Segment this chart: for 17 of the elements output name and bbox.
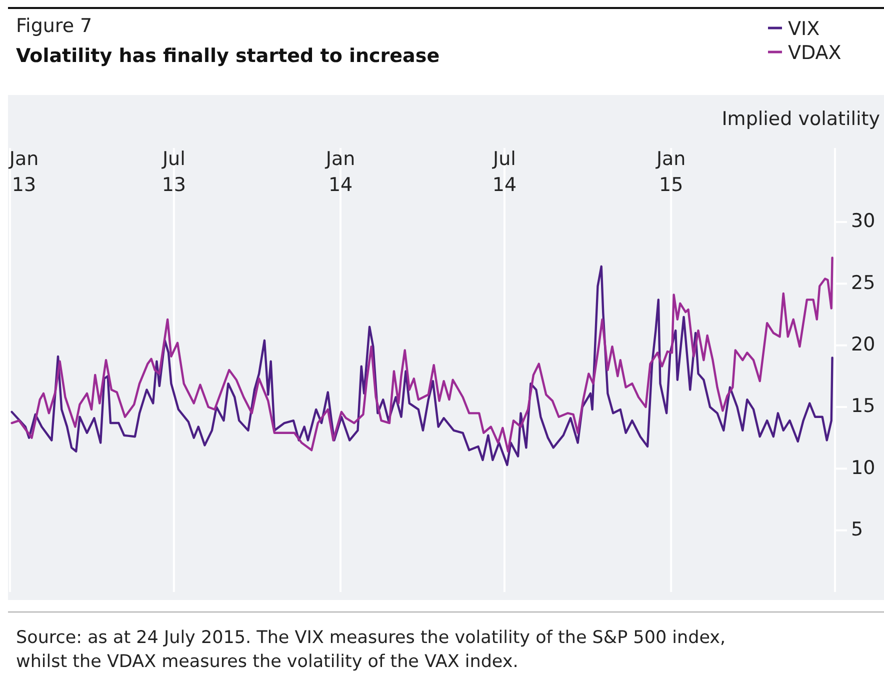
x-tick-label: Jul 13: [161, 148, 186, 196]
y-tick-label: 15: [851, 395, 876, 418]
x-tick-label: Jul 14: [492, 148, 517, 196]
legend-label: VIX: [788, 18, 820, 40]
chart-subtitle: Figure 7: [16, 15, 92, 37]
y-axis-title: Implied volatility: [722, 108, 880, 130]
chart-title: Volatility has finally started to increase: [16, 45, 440, 67]
legend-label: VDAX: [788, 42, 842, 64]
y-tick-label: 10: [851, 456, 876, 479]
y-tick-label: 20: [851, 334, 876, 356]
y-tick-label: 30: [851, 210, 876, 232]
y-tick-label: 5: [851, 518, 864, 541]
x-tick-label: Jan 13: [8, 148, 39, 196]
y-tick-label: 25: [851, 272, 876, 294]
x-tick-label: Jan 14: [324, 148, 356, 196]
x-tick-label: Jan 15: [655, 148, 686, 196]
source-note: Source: as at 24 July 2015. The VIX measures the volatility of the S&P 500 index, whilst the VDAX measures the volatility of the VAX index.: [16, 628, 726, 672]
